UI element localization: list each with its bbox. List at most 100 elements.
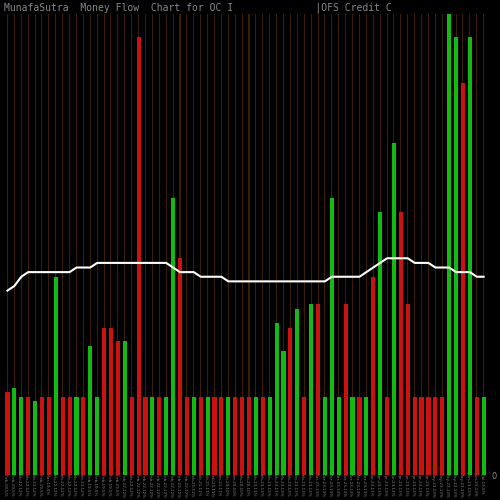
- Bar: [14, 14, 15, 475]
- Text: MunafaSutra  Money Flow  Chart for OC I              |OFS Credit C              : MunafaSutra Money Flow Chart for OC I |O…: [4, 3, 500, 13]
- Bar: [399, 212, 403, 475]
- Bar: [95, 397, 99, 475]
- Bar: [482, 397, 486, 475]
- Bar: [136, 36, 140, 476]
- Bar: [96, 14, 98, 475]
- Bar: [192, 397, 196, 475]
- Bar: [386, 14, 388, 475]
- Bar: [274, 323, 278, 476]
- Bar: [220, 397, 224, 475]
- Bar: [130, 397, 134, 475]
- Bar: [483, 14, 484, 475]
- Bar: [69, 14, 70, 475]
- Bar: [206, 397, 210, 475]
- Bar: [164, 397, 168, 475]
- Bar: [186, 14, 188, 475]
- Bar: [412, 397, 416, 475]
- Bar: [407, 14, 408, 475]
- Bar: [310, 14, 312, 475]
- Bar: [207, 14, 208, 475]
- Bar: [74, 397, 78, 475]
- Bar: [385, 397, 389, 475]
- Bar: [172, 14, 174, 475]
- Bar: [371, 276, 376, 475]
- Bar: [338, 14, 339, 475]
- Bar: [364, 397, 368, 475]
- Bar: [462, 14, 464, 475]
- Bar: [60, 397, 64, 475]
- Bar: [336, 397, 341, 475]
- Bar: [440, 397, 444, 475]
- Bar: [110, 14, 112, 475]
- Bar: [454, 36, 458, 476]
- Bar: [344, 304, 347, 476]
- Bar: [159, 14, 160, 475]
- Bar: [185, 397, 189, 475]
- Bar: [406, 304, 410, 476]
- Bar: [309, 304, 313, 476]
- Bar: [324, 14, 326, 475]
- Bar: [461, 83, 465, 475]
- Bar: [178, 258, 182, 476]
- Bar: [428, 14, 429, 475]
- Bar: [221, 14, 222, 475]
- Bar: [90, 14, 91, 475]
- Bar: [240, 397, 244, 475]
- Bar: [226, 397, 230, 475]
- Bar: [420, 397, 424, 475]
- Bar: [88, 346, 92, 476]
- Bar: [48, 14, 50, 475]
- Bar: [442, 14, 443, 475]
- Bar: [212, 397, 216, 475]
- Bar: [62, 14, 63, 475]
- Bar: [392, 143, 396, 476]
- Bar: [248, 14, 250, 475]
- Bar: [330, 198, 334, 475]
- Bar: [26, 397, 30, 475]
- Bar: [262, 14, 264, 475]
- Bar: [359, 14, 360, 475]
- Bar: [116, 342, 120, 475]
- Bar: [198, 397, 203, 475]
- Bar: [34, 14, 35, 475]
- Bar: [283, 14, 284, 475]
- Bar: [233, 397, 237, 475]
- Bar: [302, 397, 306, 475]
- Bar: [345, 14, 346, 475]
- Bar: [421, 14, 422, 475]
- Bar: [122, 342, 127, 475]
- Bar: [12, 388, 16, 476]
- Bar: [6, 392, 10, 475]
- Bar: [40, 397, 44, 475]
- Bar: [254, 397, 258, 475]
- Bar: [54, 276, 58, 475]
- Bar: [400, 14, 402, 475]
- Bar: [426, 397, 430, 475]
- Bar: [247, 397, 251, 475]
- Bar: [414, 14, 415, 475]
- Bar: [316, 304, 320, 476]
- Bar: [276, 14, 277, 475]
- Bar: [350, 397, 354, 475]
- Bar: [268, 397, 272, 475]
- Bar: [200, 14, 201, 475]
- Bar: [157, 397, 162, 475]
- Bar: [83, 14, 84, 475]
- Bar: [434, 397, 438, 475]
- Bar: [214, 14, 215, 475]
- Bar: [435, 14, 436, 475]
- Bar: [33, 402, 37, 475]
- Bar: [19, 397, 24, 475]
- Bar: [102, 328, 106, 476]
- Bar: [7, 14, 8, 475]
- Bar: [138, 14, 139, 475]
- Bar: [366, 14, 367, 475]
- Bar: [260, 397, 265, 475]
- Bar: [447, 14, 451, 475]
- Bar: [152, 14, 153, 475]
- Bar: [352, 14, 353, 475]
- Bar: [68, 397, 71, 475]
- Bar: [378, 212, 382, 475]
- Bar: [372, 14, 374, 475]
- Bar: [76, 14, 77, 475]
